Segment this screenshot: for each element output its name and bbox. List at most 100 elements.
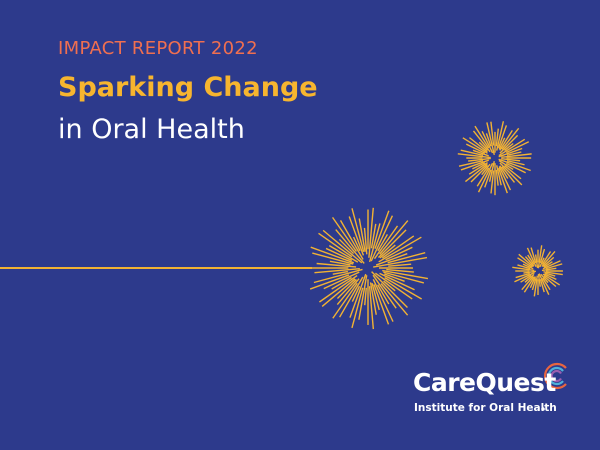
ray [321, 278, 356, 307]
ray [310, 246, 355, 264]
ray [383, 271, 425, 284]
firework [512, 245, 563, 297]
ray [336, 279, 357, 300]
ray [505, 162, 526, 174]
ray [335, 229, 365, 264]
ray [540, 273, 549, 284]
ray [524, 273, 535, 283]
ray [368, 207, 374, 258]
ray [506, 160, 525, 166]
ray [378, 236, 422, 263]
ray [319, 275, 358, 303]
ray [542, 273, 561, 286]
title-line: Sparking Change [58, 72, 318, 103]
ray [371, 283, 380, 311]
ray [339, 276, 364, 318]
logo-tagline: Institute for Oral Health [414, 402, 557, 414]
ray [538, 273, 550, 295]
ray [484, 169, 492, 188]
ray [328, 245, 359, 263]
ray [539, 257, 545, 268]
ray [474, 125, 490, 149]
firework [306, 207, 429, 330]
ray [543, 273, 557, 281]
ray [370, 223, 377, 249]
ray [544, 272, 556, 277]
ray [523, 270, 537, 274]
ray [465, 143, 486, 154]
ray [371, 271, 408, 308]
ray [521, 276, 534, 291]
ray [498, 137, 506, 150]
ray [331, 276, 352, 290]
logo-name: CareQuest [413, 368, 556, 397]
ray [534, 254, 539, 269]
ray [537, 273, 541, 287]
ray [464, 163, 488, 183]
ray [504, 164, 522, 180]
ray [458, 160, 484, 167]
firework [457, 121, 532, 196]
ray [505, 141, 530, 154]
ray [329, 260, 351, 266]
ray [498, 166, 512, 191]
ray [373, 225, 399, 260]
logo-mark [541, 362, 567, 411]
ray [472, 130, 491, 153]
ray [351, 285, 361, 302]
ray [486, 122, 495, 156]
ray [387, 251, 426, 264]
ray [527, 254, 535, 265]
ray [533, 275, 539, 297]
ray [364, 287, 367, 306]
ray [499, 134, 519, 154]
ray [498, 158, 531, 172]
ray [495, 169, 499, 186]
ray [460, 159, 490, 171]
ray [349, 273, 367, 318]
ray [322, 229, 363, 264]
ray [468, 162, 488, 175]
ray [385, 246, 413, 261]
ray [468, 157, 491, 162]
ray [338, 238, 355, 255]
ray [313, 268, 363, 284]
ray [379, 272, 415, 291]
ray [379, 244, 396, 259]
ray [497, 125, 508, 149]
ray [543, 261, 553, 268]
ray [374, 210, 390, 250]
ray [314, 268, 360, 274]
ray [539, 248, 546, 264]
ray [312, 252, 354, 265]
ray [498, 159, 514, 171]
ray [542, 256, 555, 268]
ray [460, 149, 484, 156]
ray [524, 256, 535, 267]
ray [481, 163, 491, 176]
ray [488, 161, 495, 182]
ray [336, 278, 360, 306]
ray [316, 262, 357, 268]
ray [351, 208, 365, 252]
ray [515, 272, 531, 279]
ray [530, 247, 537, 264]
ray [545, 263, 563, 270]
ray [478, 141, 489, 152]
ray [472, 149, 489, 157]
ray [368, 286, 375, 330]
ray [477, 162, 494, 193]
ray [373, 256, 428, 268]
ray [372, 279, 394, 322]
ray [499, 162, 523, 186]
ray [514, 271, 535, 283]
ray [384, 277, 422, 300]
ray [375, 272, 413, 300]
ray [506, 151, 522, 156]
ray [469, 137, 488, 153]
ray [537, 245, 543, 269]
ray [497, 167, 508, 194]
ray [381, 235, 415, 259]
ray [499, 165, 509, 179]
ray [372, 274, 397, 309]
